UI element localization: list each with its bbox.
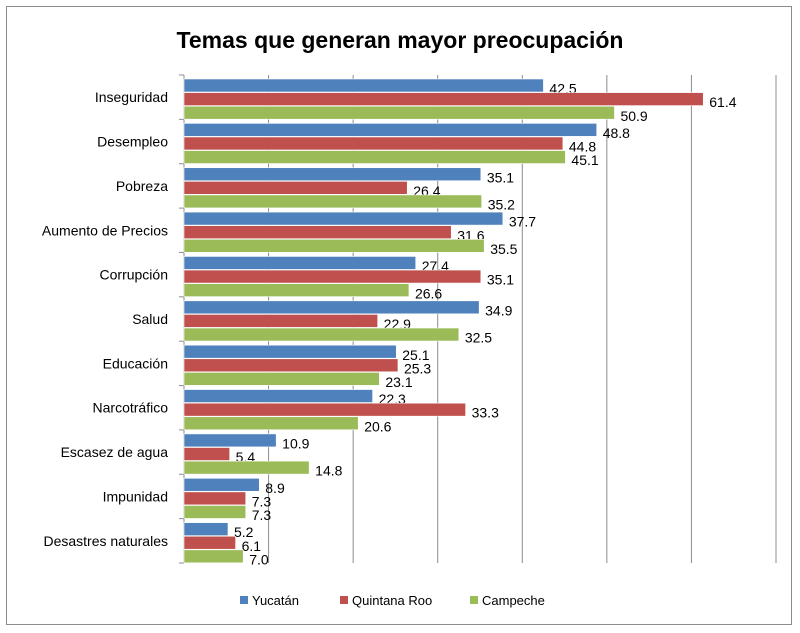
bar-yucatán	[183, 300, 480, 315]
data-label: 25.1	[402, 347, 429, 363]
bar-quintana-roo	[183, 92, 704, 106]
data-label: 48.8	[603, 125, 630, 141]
bar-yucatán	[183, 167, 482, 182]
bar-yucatán	[183, 211, 504, 226]
data-label: 26.6	[415, 285, 442, 301]
legend-swatch	[470, 596, 478, 604]
bar-campeche	[183, 194, 482, 209]
bar-quintana-roo	[183, 447, 230, 461]
chart-title: Temas que generan mayor preocupación	[177, 27, 624, 53]
category-label: Aumento de Precios	[42, 222, 168, 238]
legend-swatch	[240, 596, 248, 604]
data-label: 50.9	[620, 108, 647, 124]
bar-campeche	[183, 416, 359, 431]
bar-quintana-roo	[183, 181, 408, 195]
data-label: 33.3	[472, 405, 499, 421]
data-label: 25.3	[404, 360, 431, 376]
data-label: 35.1	[487, 169, 514, 185]
category-label: Educación	[103, 355, 168, 371]
legend-swatch	[340, 596, 348, 604]
bar-campeche	[183, 105, 615, 120]
category-label: Narcotráfico	[93, 400, 169, 416]
bar-campeche	[183, 238, 485, 253]
category-label: Corrupción	[100, 267, 168, 283]
data-label: 61.4	[709, 94, 736, 110]
bar-yucatán	[183, 256, 417, 270]
bar-quintana-roo	[183, 358, 399, 373]
bar-quintana-roo	[183, 136, 564, 151]
bar-yucatán	[183, 522, 229, 536]
bar-campeche	[183, 327, 460, 342]
bar-campeche	[183, 549, 244, 564]
category-label: Desempleo	[97, 134, 168, 150]
bar-campeche	[183, 460, 310, 475]
data-label: 23.1	[385, 374, 412, 390]
data-label: 35.1	[487, 272, 514, 288]
legend: Yucatán Quintana Roo Campeche	[240, 593, 545, 608]
data-label: 8.9	[265, 480, 285, 496]
data-label: 44.8	[569, 139, 596, 155]
bar-yucatán	[183, 123, 598, 137]
category-labels: Inseguridad Desempleo Pobreza Aumento de Pr…	[42, 89, 168, 549]
category-label: Impunidad	[103, 488, 168, 504]
bar-campeche	[183, 283, 410, 297]
data-label: 6.1	[242, 538, 262, 554]
bar-quintana-roo	[183, 402, 466, 417]
data-label: 7.3	[252, 507, 272, 523]
bar-yucatán	[183, 477, 260, 492]
bar-quintana-roo	[183, 491, 247, 506]
legend-label: Campeche	[482, 593, 545, 608]
bar-yucatán	[183, 344, 397, 359]
bar-campeche	[183, 372, 380, 386]
bar-yucatán	[183, 389, 373, 403]
data-label: 35.5	[490, 241, 517, 257]
bar-yucatán	[183, 78, 544, 93]
category-label: Escasez de agua	[61, 444, 169, 460]
bar-quintana-roo	[183, 535, 236, 550]
bar-yucatán	[183, 433, 277, 448]
bar-quintana-roo	[183, 269, 482, 284]
legend-label: Quintana Roo	[352, 593, 432, 608]
bar-quintana-roo	[183, 225, 452, 239]
data-label: 5.2	[234, 524, 254, 540]
data-label: 34.9	[485, 302, 512, 318]
category-label: Salud	[132, 311, 168, 327]
data-label: 7.0	[249, 551, 269, 567]
data-label: 35.2	[488, 197, 515, 213]
data-label: 45.1	[571, 152, 598, 168]
data-label: 20.6	[364, 418, 391, 434]
bar-campeche	[183, 505, 247, 519]
data-label: 7.3	[252, 493, 272, 509]
category-label: Pobreza	[116, 178, 168, 194]
bar-quintana-roo	[183, 314, 378, 328]
legend-label: Yucatán	[252, 593, 299, 608]
data-label: 37.7	[509, 214, 536, 230]
category-label: Desastres naturales	[43, 533, 168, 549]
bar-campeche	[183, 150, 566, 164]
category-label: Inseguridad	[95, 89, 168, 105]
data-label: 10.9	[282, 436, 309, 452]
data-label: 14.8	[315, 463, 342, 479]
data-label: 32.5	[465, 330, 492, 346]
bars: 42.561.450.948.844.845.135.126.435.237.7…	[183, 78, 737, 567]
